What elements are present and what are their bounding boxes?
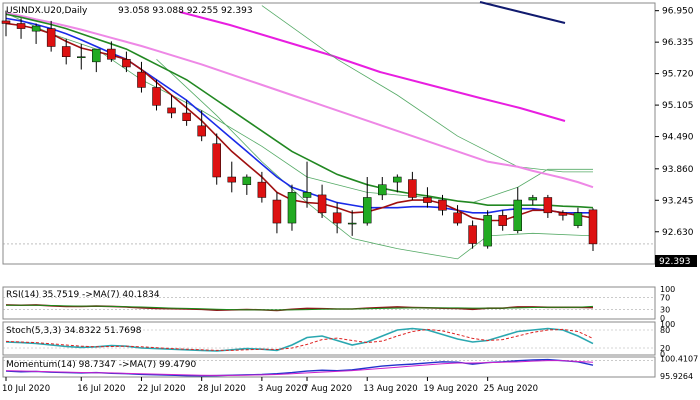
price-tick-label: 92.630 [662,228,694,238]
candle-bull [393,176,402,183]
candle-bear [558,212,568,216]
date-tick-label: 22 Jul 2020 [137,384,185,394]
momentum-ma-line [5,360,594,376]
stoch-tick-label: 80 [660,326,670,335]
candle-bear [107,48,116,60]
candle-bear [61,46,71,57]
candle-bear [272,199,282,224]
candle-bear [212,143,221,178]
rsi-tick-label: 30 [660,305,670,314]
candle-bear [543,197,553,214]
price-panel-frame [2,2,656,265]
date-tick-label: 13 Aug 2020 [363,384,417,394]
candle-bear [46,28,56,47]
candle-bear [167,107,176,114]
current-price-tag-bg [655,255,697,267]
mom-tick-label: 100.4107 [660,355,698,364]
stoch-tick-label: 100 [660,320,675,329]
candle-bull [242,176,252,185]
rsi-label: RSI(14) 35.7519 ->MA(7) 40.1834 [6,290,160,300]
candle-bull [347,222,357,225]
candle-bear [1,20,11,24]
stoch-label: Stoch(5,3,3) 34.8322 51.7698 [6,326,142,336]
sma-magenta-line [179,11,566,122]
candle-bull [573,212,583,226]
momentum-label: Momentum(14) 98.7347 ->MA(7) 99.4790 [6,360,197,370]
band-middle-line [261,5,593,173]
candle-bear [182,112,191,121]
date-tick-label: 16 Jul 2020 [77,384,125,394]
price-tick-label: 93.245 [662,196,694,206]
date-tick-label: 28 Jul 2020 [198,384,246,394]
candle-bull [77,56,86,58]
candle-bear [468,225,477,244]
mom-tick-label: 95.9264 [660,372,693,381]
stoch-tick-label: 0 [660,350,665,359]
sma-green-line [5,13,594,209]
momentum-panel-frame [2,356,656,378]
lower-band-line [156,59,594,260]
candle-bull [362,197,372,224]
price-tick-label: 95.105 [662,101,694,111]
date-tick-label: 25 Aug 2020 [484,384,538,394]
price-tick-label: 96.335 [662,38,694,48]
stoch-tick-label: 20 [660,344,670,353]
candle-bear [498,215,507,226]
date-tick-label: 10 Jul 2020 [2,384,50,394]
candle-bull [287,192,297,224]
candle-bear [197,125,206,137]
candle-bull [528,197,538,201]
candle-bear [227,176,237,183]
rsi-panel-frame [2,286,656,320]
candle-bull [92,48,101,63]
chart-symbol-title: USINDX.U20,Daily [6,6,88,16]
candle-bear [257,181,267,198]
sma-navy-line [479,1,566,24]
candle-bear [317,194,327,214]
candle-bear [137,71,146,88]
price-tick-label: 94.490 [662,133,694,143]
candle-bull [302,192,312,198]
price-tick-label: 95.720 [662,70,694,80]
sma-brown-line [5,22,594,222]
stoch-panel-frame [2,321,656,356]
date-tick-label: 3 Aug 2020 [258,384,307,394]
rsi-tick-label: 0 [660,314,665,323]
sma-blue-line [5,17,593,214]
candle-bear [408,179,417,198]
candle-bear [438,199,447,211]
momentum-panel: 100.4107 95.9264 [3,355,698,381]
rsi-tick-label: 70 [660,294,670,303]
candle-bear [122,59,131,68]
candle-bull [483,215,492,247]
candle-bull [31,25,41,32]
candle-bear [16,23,26,29]
candle-bear [453,212,462,224]
sma-pink-line [5,12,594,189]
candle-bear [588,209,598,245]
date-axis: 10 Jul 2020 16 Jul 2020 22 Jul 2020 28 Jul … [2,377,538,394]
chart-ohlc-readout: 93.058 93.088 92.255 92.393 [118,6,253,16]
rsi-ma-line [6,304,594,311]
candle-bear [423,197,432,203]
candle-bear [332,212,342,224]
current-price-tag: 92.393 [659,257,691,267]
price-tick-label: 93.860 [662,165,694,175]
candle-bull [513,199,522,231]
stoch-k-line [5,327,594,352]
candle-bear [152,87,161,106]
date-tick-label: 7 Aug 2020 [303,384,352,394]
moving-averages [5,12,594,222]
candle-bull [378,184,387,196]
price-tick-label: 96.950 [662,7,694,17]
date-tick-label: 19 Aug 2020 [423,384,477,394]
rsi-tick-label: 100 [660,285,675,294]
candlesticks [1,10,598,251]
